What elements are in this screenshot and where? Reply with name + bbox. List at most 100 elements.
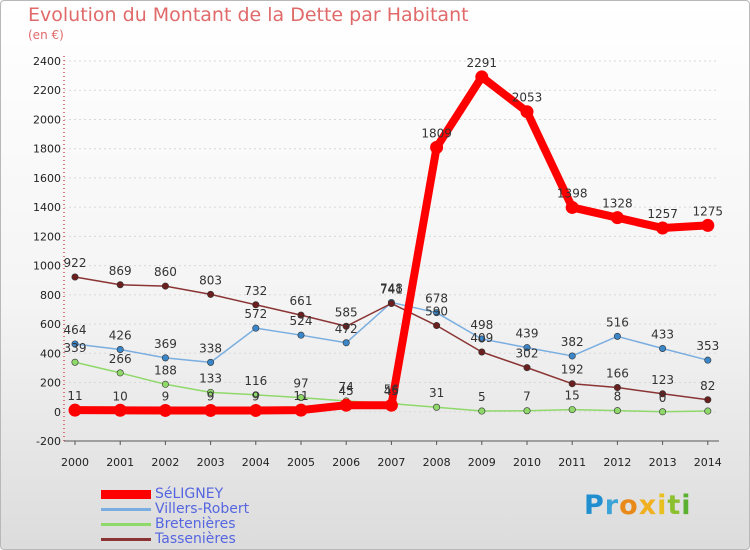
data-label-seligney: 11 <box>293 389 308 403</box>
data-label-bretenieres: 56 <box>384 383 399 397</box>
data-label-bretenieres: 339 <box>64 341 87 355</box>
legend-label-tassenieres: Tassenières <box>155 531 236 547</box>
data-point-villers-robert <box>704 356 712 364</box>
y-tick-label: 2200 <box>33 84 61 97</box>
data-point-seligney <box>701 218 715 232</box>
legend-swatch-tassenieres <box>101 538 151 541</box>
data-point-tassenieres <box>523 364 531 372</box>
series-seligney <box>68 70 715 417</box>
data-label-seligney: 1275 <box>693 204 724 218</box>
legend-label-seligney: SéLIGNEY <box>155 486 224 502</box>
data-label-seligney: 11 <box>67 389 82 403</box>
data-point-seligney <box>158 403 172 417</box>
y-tick-label: -200 <box>36 435 61 448</box>
y-tick-label: 1800 <box>33 143 61 156</box>
y-tick-label: 2000 <box>33 113 61 126</box>
data-label-bretenieres: 133 <box>199 371 222 385</box>
data-label-villers-robert: 516 <box>606 315 629 329</box>
data-point-tassenieres <box>161 282 169 290</box>
y-tick-label: 0 <box>54 406 61 419</box>
data-point-bretenieres <box>478 407 486 415</box>
data-labels: 339 266 188 133 116 97 74 56 31 5 7 15 8 0 464 426 369 33… <box>64 56 724 405</box>
data-point-seligney <box>430 140 444 154</box>
data-point-bretenieres <box>568 406 576 414</box>
data-label-seligney: 1328 <box>602 197 633 211</box>
data-point-villers-robert <box>71 340 79 348</box>
data-point-bretenieres <box>704 407 712 415</box>
data-label-tassenieres: 803 <box>199 273 222 287</box>
data-label-tassenieres: 922 <box>64 256 87 270</box>
data-point-villers-robert <box>659 344 667 352</box>
x-tick-label: 2007 <box>377 456 405 469</box>
legend-label-bretenieres: Bretenières <box>155 516 236 532</box>
data-label-villers-robert: 338 <box>199 341 222 355</box>
data-label-seligney: 45 <box>339 384 354 398</box>
x-tick-label: 2002 <box>151 456 179 469</box>
data-label-villers-robert: 748 <box>380 281 403 295</box>
data-point-villers-robert <box>342 339 350 347</box>
data-label-seligney: 9 <box>252 389 260 403</box>
data-label-tassenieres: 82 <box>700 379 715 393</box>
x-tick-label: 2013 <box>649 456 677 469</box>
x-tick-label: 2000 <box>61 456 89 469</box>
data-point-seligney <box>204 403 218 417</box>
data-label-seligney: 9 <box>162 389 170 403</box>
data-point-tassenieres <box>387 299 395 307</box>
data-label-seligney: 10 <box>113 389 128 403</box>
data-label-bretenieres: 116 <box>244 374 267 388</box>
data-point-bretenieres <box>116 369 124 377</box>
data-label-seligney: 1809 <box>421 126 452 140</box>
data-point-tassenieres <box>613 384 621 392</box>
data-point-tassenieres <box>116 281 124 289</box>
series-villers-robert <box>71 298 712 366</box>
data-point-villers-robert <box>568 352 576 360</box>
data-point-tassenieres <box>342 322 350 330</box>
data-point-seligney <box>339 398 353 412</box>
data-point-bretenieres <box>161 380 169 388</box>
data-point-villers-robert <box>613 332 621 340</box>
data-point-bretenieres <box>71 358 79 366</box>
data-point-seligney <box>68 403 82 417</box>
data-point-seligney <box>610 211 624 225</box>
data-point-villers-robert <box>433 309 441 317</box>
data-label-tassenieres: 860 <box>154 265 177 279</box>
y-tick-label: 400 <box>40 347 61 360</box>
y-tick-label: 1600 <box>33 172 61 185</box>
x-tick-label: 2006 <box>332 456 360 469</box>
data-label-bretenieres: 97 <box>293 377 308 391</box>
data-point-bretenieres <box>207 388 215 396</box>
data-label-seligney: 1257 <box>647 207 678 221</box>
x-tick-label: 2008 <box>423 456 451 469</box>
legend-swatch-seligney <box>101 490 151 499</box>
data-point-tassenieres <box>252 301 260 309</box>
data-label-tassenieres: 302 <box>516 347 539 361</box>
data-point-seligney <box>113 403 127 417</box>
data-label-bretenieres: 266 <box>109 352 132 366</box>
data-point-villers-robert <box>161 354 169 362</box>
data-label-villers-robert: 464 <box>64 323 87 337</box>
data-point-bretenieres <box>613 407 621 415</box>
data-label-tassenieres: 732 <box>244 284 267 298</box>
data-label-seligney: 45 <box>384 384 399 398</box>
data-label-bretenieres: 188 <box>154 363 177 377</box>
y-tick-label: 1200 <box>33 230 61 243</box>
data-point-villers-robert <box>207 358 215 366</box>
series-tassenieres <box>71 273 712 404</box>
y-tick-label: 200 <box>40 377 61 390</box>
data-point-seligney <box>565 200 579 214</box>
data-point-tassenieres <box>297 311 305 319</box>
data-label-bretenieres: 0 <box>659 391 667 405</box>
data-label-villers-robert: 433 <box>651 327 674 341</box>
x-tick-label: 2012 <box>603 456 631 469</box>
data-label-tassenieres: 585 <box>335 305 358 319</box>
x-tick-label: 2004 <box>242 456 270 469</box>
x-tick-label: 2014 <box>694 456 722 469</box>
data-label-bretenieres: 7 <box>523 390 531 404</box>
data-label-tassenieres: 590 <box>425 305 448 319</box>
data-point-seligney <box>294 403 308 417</box>
x-tick-label: 2005 <box>287 456 315 469</box>
data-label-villers-robert: 382 <box>561 335 584 349</box>
data-point-seligney <box>249 403 263 417</box>
data-label-villers-robert: 678 <box>425 292 448 306</box>
data-label-bretenieres: 15 <box>565 389 580 403</box>
